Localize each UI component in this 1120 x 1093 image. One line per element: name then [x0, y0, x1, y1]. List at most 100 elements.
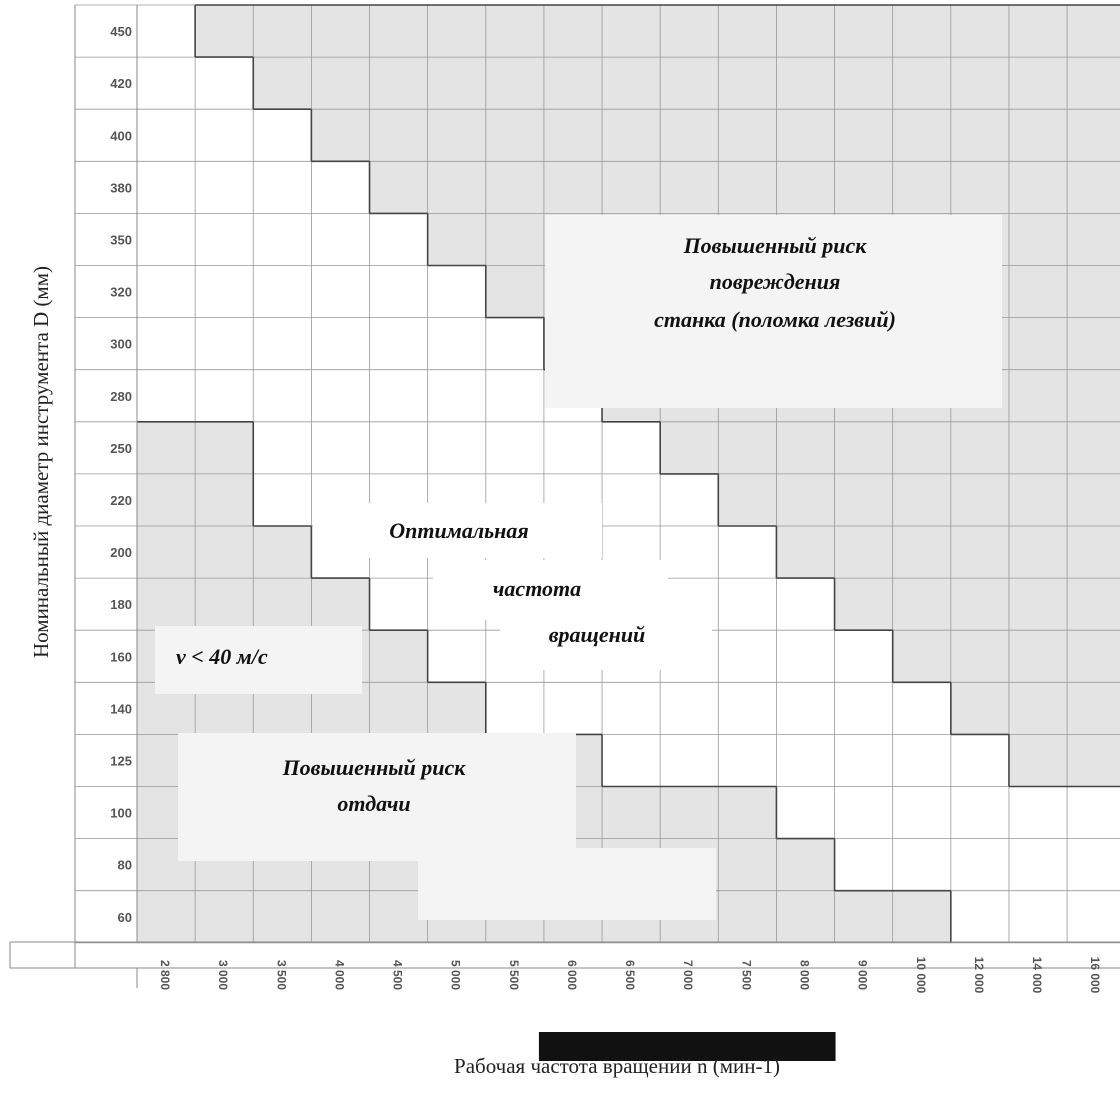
cell-450-4500	[369, 5, 429, 58]
cell-60-12000	[950, 890, 1010, 944]
cell-160-7500	[718, 630, 777, 683]
cell-350-16000	[1067, 213, 1120, 266]
y-tick-label: 250	[110, 441, 132, 456]
y-tick-label: 280	[110, 389, 132, 404]
optimal-rpm-highlight-bar	[538, 1032, 836, 1061]
cell-250-7500	[718, 421, 777, 475]
cell-160-5000	[427, 630, 487, 683]
cell-450-14000	[1008, 5, 1068, 58]
y-tick-label: 420	[110, 76, 132, 91]
cell-60-3500	[253, 890, 312, 944]
cell-450-7500	[718, 5, 777, 58]
cell-320-5500	[485, 265, 545, 319]
cell-250-3500	[253, 421, 312, 475]
cell-450-10000	[892, 5, 952, 58]
low-zone-label-bg	[178, 733, 576, 861]
cell-125-12000	[950, 734, 1010, 787]
cell-140-14000	[1008, 682, 1068, 735]
cell-180-2800	[137, 578, 196, 631]
cell-420-14000	[1008, 57, 1068, 110]
cell-80-10000	[892, 838, 952, 892]
x-axis-label: Рабочая частота вращений n (мин-1)	[454, 1054, 780, 1078]
cell-380-5000	[427, 161, 487, 214]
cell-250-6500	[602, 421, 661, 475]
cell-400-2800	[137, 109, 196, 162]
cell-200-10000	[892, 526, 952, 579]
y-tick-label: 220	[110, 493, 132, 508]
cell-60-8000	[776, 890, 836, 944]
cell-350-5500	[485, 213, 545, 266]
cell-220-10000	[892, 473, 952, 527]
x-axis-ticks: 2 800 3 000 3 500 4 000 4 500 5 000 5 500 6 000…	[158, 957, 1102, 994]
cell-450-7000	[660, 5, 719, 58]
cell-450-3000	[195, 5, 254, 58]
cell-80-12000	[950, 838, 1010, 892]
cell-180-9000	[834, 578, 894, 631]
x-tick-label: 9 000	[856, 960, 870, 990]
cell-200-16000	[1067, 526, 1120, 579]
cell-300-4500	[369, 317, 429, 371]
cell-420-4000	[311, 57, 371, 110]
cell-250-14000	[1008, 421, 1068, 475]
cell-350-4000	[311, 213, 371, 266]
cell-200-14000	[1008, 526, 1068, 579]
y-tick-label: 180	[110, 597, 132, 612]
cell-250-4000	[311, 421, 371, 475]
x-tick-label: 7 500	[739, 960, 753, 990]
cell-60-7500	[718, 890, 777, 944]
cell-60-4000	[311, 890, 371, 944]
cell-300-5500	[485, 317, 545, 371]
x-tick-label: 6 500	[623, 960, 637, 990]
cell-220-2800	[137, 473, 196, 527]
cell-350-3000	[195, 213, 254, 266]
cell-250-10000	[892, 421, 952, 475]
cell-350-3500	[253, 213, 312, 266]
cell-125-6500	[602, 734, 661, 787]
cell-80-16000	[1067, 838, 1120, 892]
cell-280-16000	[1067, 369, 1120, 423]
cell-320-3500	[253, 265, 312, 319]
cell-180-14000	[1008, 578, 1068, 631]
cell-100-14000	[1008, 786, 1068, 840]
cell-450-6500	[602, 5, 661, 58]
x-tick-label: 12 000	[972, 957, 986, 994]
cell-60-2800	[137, 890, 196, 944]
low-risk-label-line1: Повышенный риск	[282, 755, 467, 780]
cell-320-16000	[1067, 265, 1120, 319]
optimal-label-line1: Оптимальная	[389, 518, 528, 543]
cell-140-6000	[543, 682, 603, 735]
low-speed-label-bg	[155, 626, 362, 694]
cell-250-16000	[1067, 421, 1120, 475]
cell-100-10000	[892, 786, 952, 840]
cell-280-2800	[137, 369, 196, 423]
cell-380-16000	[1067, 161, 1120, 214]
cell-380-4500	[369, 161, 429, 214]
cell-380-6500	[602, 161, 661, 214]
optimal-label-bg-1	[313, 503, 602, 558]
cell-250-12000	[950, 421, 1010, 475]
cell-220-9000	[834, 473, 894, 527]
cell-180-3500	[253, 578, 312, 631]
cell-140-9000	[834, 682, 894, 735]
cell-350-14000	[1008, 213, 1068, 266]
cell-180-3000	[195, 578, 254, 631]
cell-380-7000	[660, 161, 719, 214]
cell-60-16000	[1067, 890, 1120, 944]
x-tick-label: 7 000	[681, 960, 695, 990]
cell-320-5000	[427, 265, 487, 319]
cell-280-5500	[485, 369, 545, 423]
y-tick-label: 140	[110, 701, 132, 716]
cell-140-10000	[892, 682, 952, 735]
cell-80-7500	[718, 838, 777, 892]
cell-140-7000	[660, 682, 719, 735]
cell-320-4000	[311, 265, 371, 319]
cell-380-14000	[1008, 161, 1068, 214]
cell-125-7500	[718, 734, 777, 787]
cell-140-7500	[718, 682, 777, 735]
cell-100-7500	[718, 786, 777, 840]
cell-400-6000	[543, 109, 603, 162]
low-speed-label: v < 40 м/с	[176, 644, 268, 669]
cell-180-8000	[776, 578, 836, 631]
cell-300-5000	[427, 317, 487, 371]
cell-420-10000	[892, 57, 952, 110]
